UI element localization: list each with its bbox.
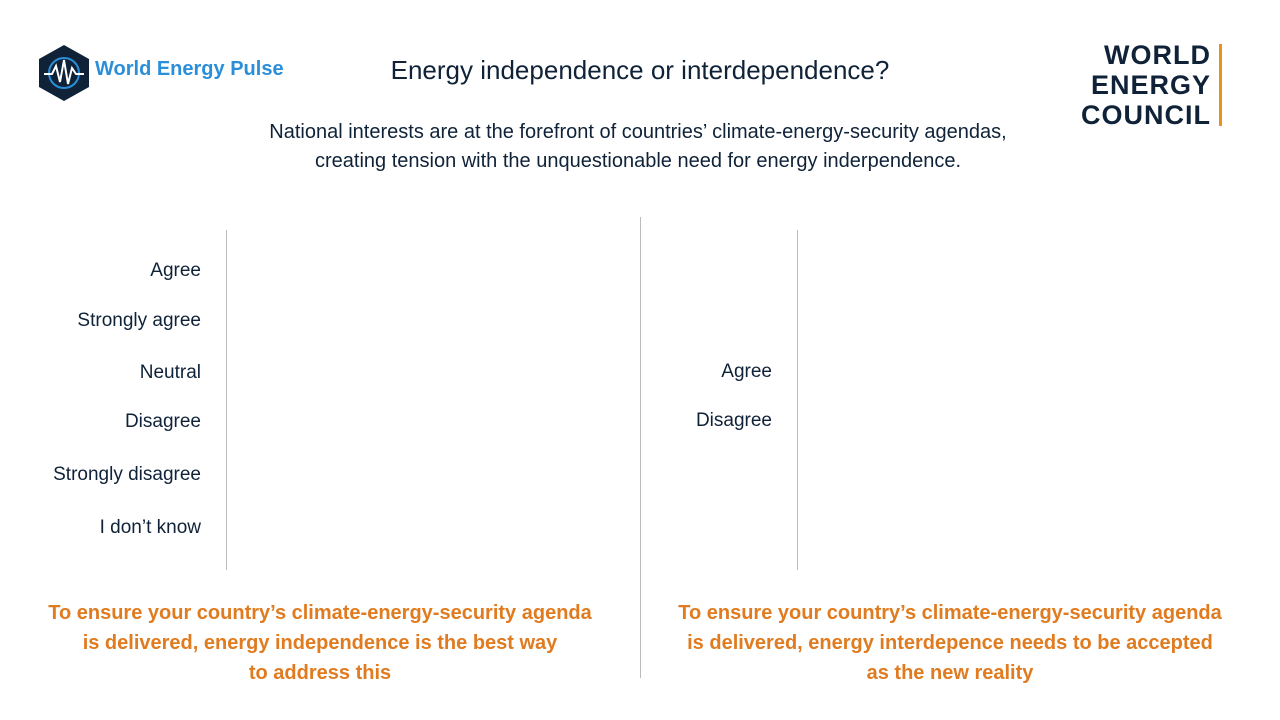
subtitle-line: National interests are at the forefront …: [269, 121, 1007, 143]
subtitle: National interests are at the forefront …: [269, 118, 1006, 176]
category-label: Agree: [150, 260, 201, 281]
caption-line: as the new reality: [866, 662, 1034, 684]
category-label: Disagree: [695, 410, 772, 431]
category-label: Neutral: [139, 362, 201, 383]
brand-line: COUNCIL: [1081, 100, 1211, 130]
caption-line: To ensure your country’s climate-energy-…: [678, 602, 1222, 624]
subtitle-line: creating tension with the unquestionable…: [314, 150, 961, 172]
caption-line: is delivered, energy interdepence needs …: [687, 632, 1213, 654]
category-label: I don’t know: [99, 517, 201, 538]
title: Energy independence or interdependence?: [390, 55, 890, 85]
brand-line: WORLD: [1104, 40, 1211, 70]
category-label: Strongly agree: [77, 310, 201, 331]
divider: [640, 217, 641, 678]
logo-icon: [39, 45, 89, 101]
caption-line: to address this: [248, 662, 392, 684]
caption-line: is delivered, energy independence is the…: [82, 632, 558, 654]
brand: WORLD ENERGY COUNCIL: [1081, 40, 1211, 130]
axis-line: [797, 230, 798, 570]
category-label: Strongly disagree: [53, 464, 201, 485]
caption-line: To ensure your country’s climate-energy-…: [48, 602, 592, 624]
brand-bar: [1219, 44, 1222, 126]
category-label: Disagree: [124, 411, 201, 432]
brand-line: ENERGY: [1090, 70, 1211, 100]
axis-line: [226, 230, 227, 570]
logo-text: World Energy Pulse: [95, 58, 284, 80]
category-label: Agree: [721, 361, 772, 382]
